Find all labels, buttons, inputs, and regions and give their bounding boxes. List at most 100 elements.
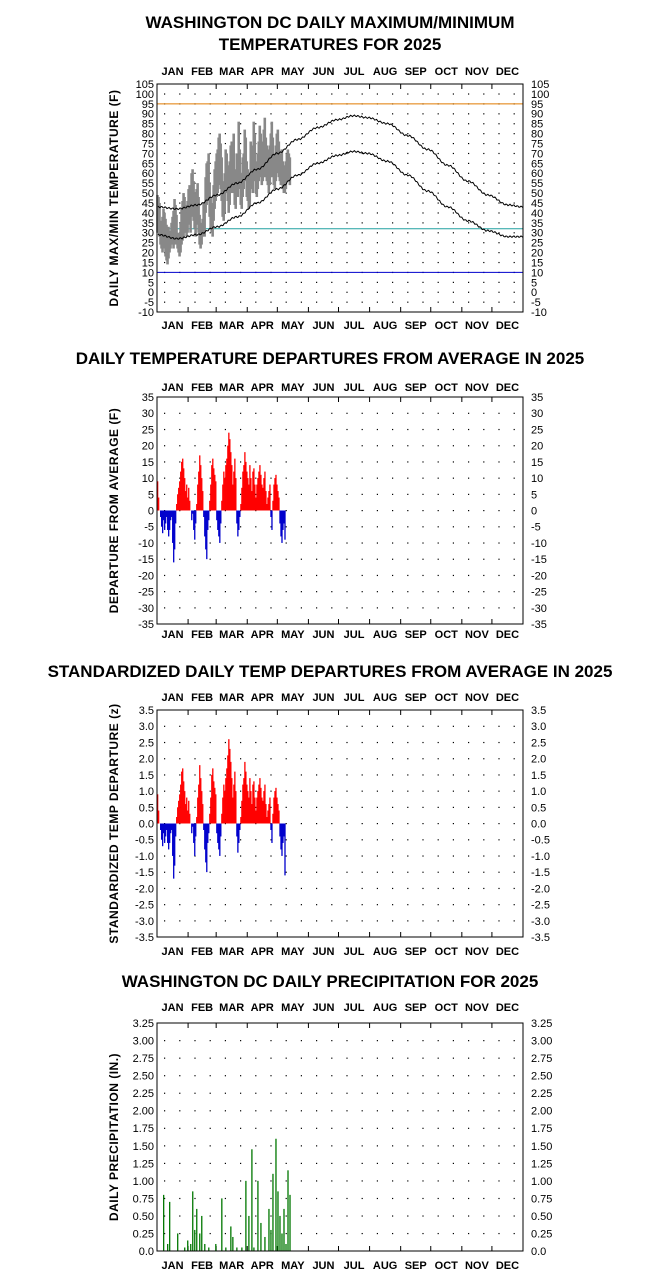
positive-departure-bar bbox=[246, 784, 248, 824]
y-tick-right: 1.5 bbox=[531, 770, 546, 782]
month-label-top: JUN bbox=[312, 692, 334, 704]
y-tick-left: 20 bbox=[142, 441, 154, 453]
y-tick-right: 2.00 bbox=[531, 1106, 552, 1118]
positive-departure-bar bbox=[226, 768, 228, 824]
y-tick-right: -2.0 bbox=[531, 883, 550, 895]
month-label-bottom: DEC bbox=[496, 629, 519, 641]
month-label-top: JAN bbox=[162, 66, 184, 78]
y-tick-left: -2.5 bbox=[135, 900, 154, 912]
month-label-bottom: JUL bbox=[344, 946, 365, 958]
positive-departure-bar bbox=[212, 768, 214, 824]
y-tick-right: 30 bbox=[531, 408, 543, 420]
y-tick-right: -5 bbox=[531, 297, 541, 309]
positive-departure-bar bbox=[158, 810, 160, 824]
negative-departure-bar bbox=[195, 510, 197, 524]
y-tick-left: -15 bbox=[138, 554, 154, 566]
positive-departure-bar bbox=[177, 494, 179, 511]
month-label-top: DEC bbox=[496, 692, 519, 704]
y-tick-left: 1.25 bbox=[133, 1158, 154, 1170]
y-tick-left: 1.75 bbox=[133, 1123, 154, 1135]
precip-bar bbox=[289, 1194, 291, 1251]
positive-departure-bar bbox=[253, 781, 255, 824]
month-label-bottom: AUG bbox=[373, 1260, 397, 1272]
negative-departure-bar bbox=[217, 510, 219, 530]
month-label-bottom: OCT bbox=[435, 629, 459, 641]
y-tick-right: 0.75 bbox=[531, 1193, 552, 1205]
month-label-top: JUL bbox=[344, 382, 365, 394]
positive-departure-bar bbox=[247, 791, 249, 824]
precip-bar bbox=[245, 1180, 247, 1251]
plot-frame bbox=[156, 1022, 524, 1252]
negative-departure-bar bbox=[281, 823, 283, 856]
y-tick-left: 0 bbox=[148, 506, 154, 518]
positive-departure-bar bbox=[197, 484, 199, 511]
month-label-bottom: AUG bbox=[373, 320, 397, 332]
positive-departure-bar bbox=[264, 784, 266, 824]
y-tick-left: 3.25 bbox=[133, 1018, 154, 1030]
y-tick-left: -20 bbox=[138, 570, 154, 582]
precip-bar bbox=[221, 1198, 223, 1251]
positive-departure-bar bbox=[188, 800, 190, 824]
plot-precip bbox=[163, 1138, 291, 1251]
positive-departure-bar bbox=[263, 478, 265, 511]
y-tick-right: 45 bbox=[531, 198, 543, 210]
positive-departure-bar bbox=[246, 471, 248, 511]
negative-departure-bar bbox=[271, 510, 273, 530]
negative-departure-bar bbox=[280, 510, 282, 537]
month-label-top: OCT bbox=[435, 1002, 459, 1014]
negative-departure-bar bbox=[220, 510, 222, 524]
negative-departure-bar bbox=[162, 823, 164, 847]
positive-departure-bar bbox=[245, 461, 247, 511]
month-label-bottom: JUL bbox=[344, 1260, 365, 1272]
y-tick-right: 2.75 bbox=[531, 1053, 552, 1065]
positive-departure-bar bbox=[254, 484, 256, 511]
month-label-top: JUL bbox=[344, 66, 365, 78]
negative-departure-bar bbox=[284, 510, 286, 540]
precip-bar bbox=[177, 1233, 179, 1251]
month-label-top: NOV bbox=[465, 1002, 490, 1014]
month-label-bottom: MAR bbox=[219, 629, 244, 641]
y-tick-right: 3.5 bbox=[531, 705, 546, 717]
negative-departure-bar bbox=[238, 510, 240, 530]
y-tick-right: 0.25 bbox=[531, 1228, 552, 1240]
positive-departure-bar bbox=[229, 439, 231, 511]
positive-departure-bar bbox=[209, 500, 211, 511]
negative-departure-bar bbox=[281, 510, 283, 543]
positive-departure-bar bbox=[262, 487, 264, 511]
positive-departure-bar bbox=[222, 484, 224, 511]
positive-departure-bar bbox=[266, 817, 268, 824]
positive-departure-bar bbox=[248, 797, 250, 824]
month-label-top: AUG bbox=[373, 382, 397, 394]
y-tick-right: 1.0 bbox=[531, 786, 546, 798]
month-label-top: JUN bbox=[312, 382, 334, 394]
y-tick-right: 15 bbox=[531, 257, 543, 269]
positive-departure-bar bbox=[256, 484, 258, 511]
y-tick-left: -10 bbox=[138, 538, 154, 550]
y-tick-right: 50 bbox=[531, 188, 543, 200]
precip-bar bbox=[260, 1222, 262, 1251]
positive-departure-bar bbox=[189, 500, 191, 511]
positive-departure-bar bbox=[272, 500, 274, 511]
positive-departure-bar bbox=[223, 471, 225, 511]
precip-bar bbox=[184, 1247, 186, 1251]
y-tick-right: 15 bbox=[531, 457, 543, 469]
positive-departure-bar bbox=[259, 778, 261, 824]
month-label-bottom: MAY bbox=[281, 320, 305, 332]
positive-departure-bar bbox=[267, 810, 269, 824]
negative-departure-bar bbox=[218, 510, 220, 537]
y-tick-right: 0.0 bbox=[531, 1246, 546, 1258]
precip-bar bbox=[196, 1208, 198, 1251]
negative-departure-bar bbox=[194, 823, 196, 856]
precip-bar bbox=[253, 1247, 255, 1251]
plot-frame bbox=[156, 83, 524, 313]
plot-frame bbox=[156, 709, 524, 938]
positive-departure-bar bbox=[182, 458, 184, 511]
positive-departure-bar bbox=[240, 504, 242, 511]
negative-departure-bar bbox=[283, 823, 285, 837]
positive-departure-bar bbox=[209, 813, 211, 824]
y-tick-right: -35 bbox=[531, 619, 547, 631]
month-label-bottom: NOV bbox=[465, 1260, 490, 1272]
y-tick-left: 2.00 bbox=[133, 1106, 154, 1118]
positive-departure-bar bbox=[183, 781, 185, 824]
y-tick-right: 30 bbox=[531, 228, 543, 240]
